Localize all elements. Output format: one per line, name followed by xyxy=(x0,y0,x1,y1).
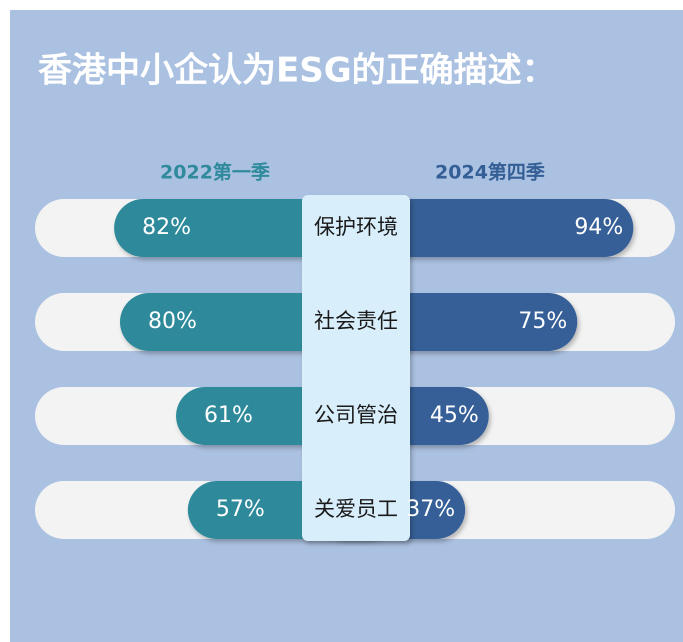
value-label: 80% xyxy=(148,309,197,334)
chart-title: 香港中小企认为ESG的正确描述： xyxy=(38,51,556,91)
value-label: 57% xyxy=(216,497,265,522)
value-label: 37% xyxy=(406,497,455,522)
legend-label: 2022第一季 xyxy=(160,161,270,184)
category-label: 关爱员工 xyxy=(314,497,398,521)
category-label: 公司管治 xyxy=(314,403,398,427)
legend-label: 2024第四季 xyxy=(435,161,545,184)
value-label: 61% xyxy=(204,403,253,428)
category-label: 保护环境 xyxy=(314,215,398,239)
category-label: 社会责任 xyxy=(314,309,398,333)
value-label: 45% xyxy=(430,403,479,428)
center-box xyxy=(302,195,410,541)
value-label: 82% xyxy=(142,215,191,240)
value-label: 75% xyxy=(518,309,567,334)
value-label: 94% xyxy=(574,215,623,240)
